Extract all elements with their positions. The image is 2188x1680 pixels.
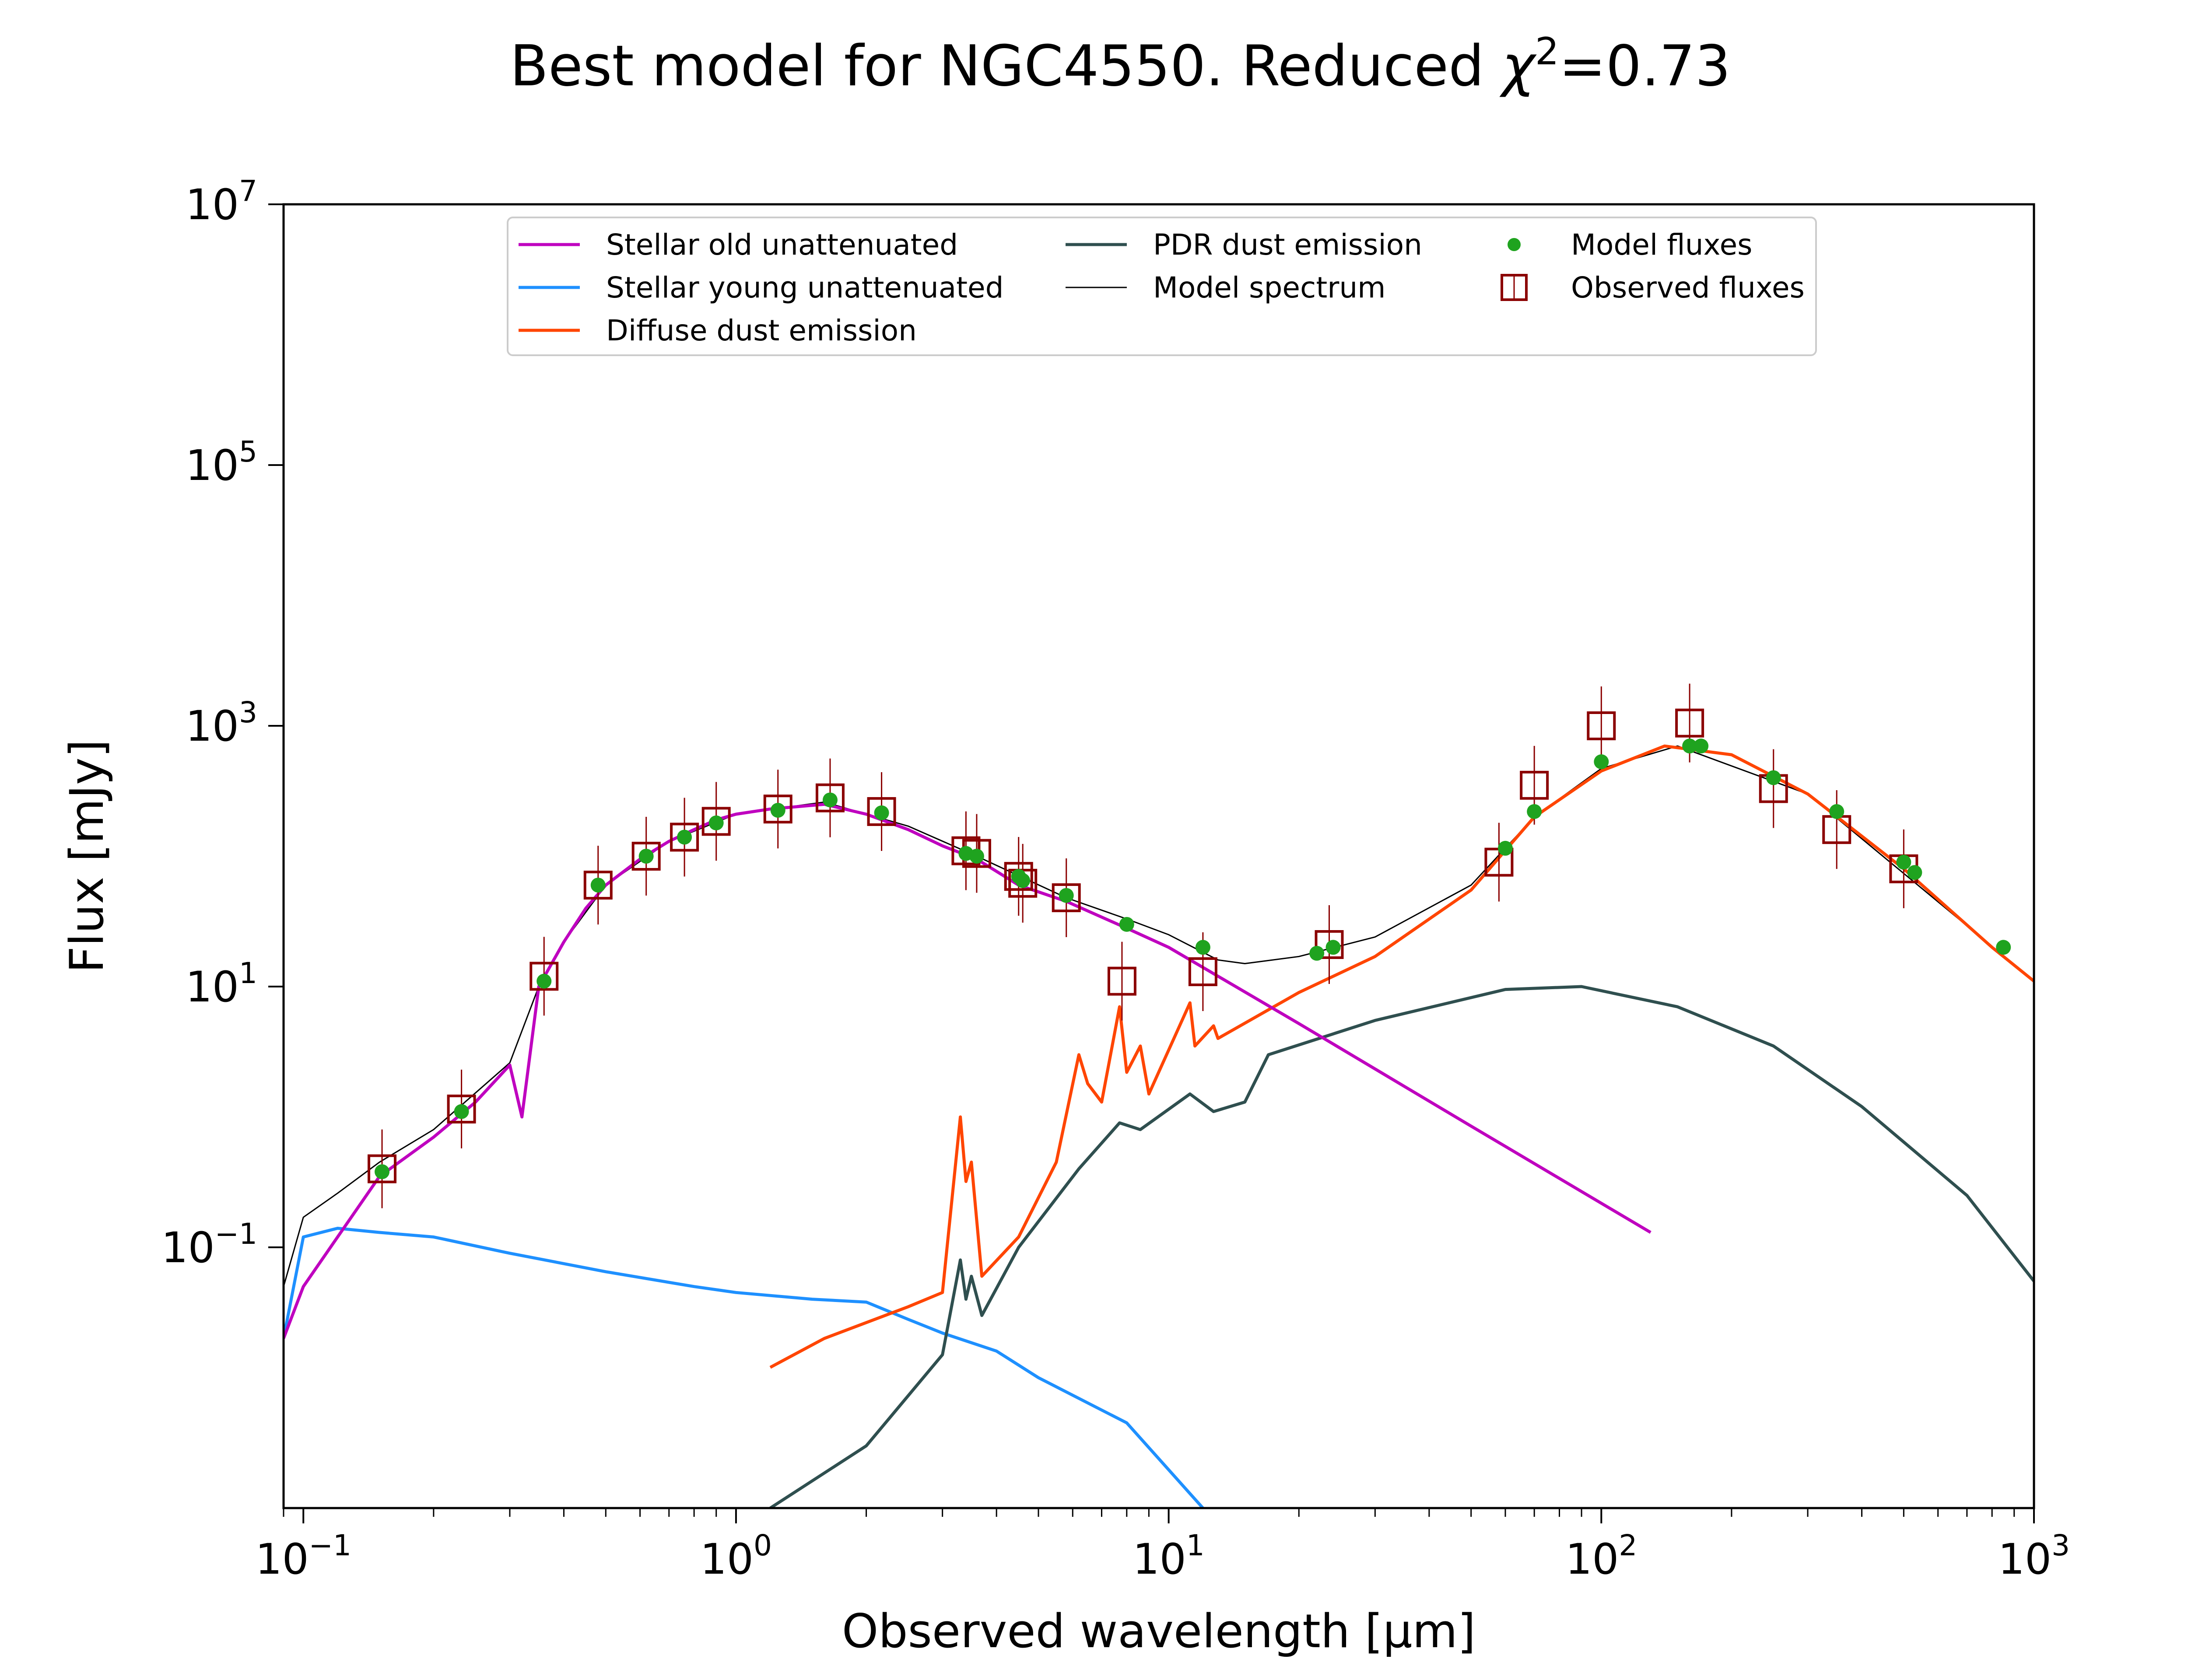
series-layer [284,683,2034,1508]
observed-flux-marker [1004,862,1033,891]
legend-entry-stellar-old-unattenuated: Stellar old unattenuated [519,228,958,262]
observed-flux-marker [867,797,896,826]
legend-swatch [1508,238,1521,251]
observed-flux-marker [1008,868,1038,898]
observed-flux-marker [631,842,661,871]
legend-entry-observed-fluxes: Observed fluxes [1501,271,1805,304]
model-flux-point [454,1104,469,1119]
legend-label: Stellar old unattenuated [606,228,958,262]
model-flux-point [708,815,724,830]
plot-frame [282,203,2035,1509]
model-flux-point [536,973,552,989]
model-flux-point [874,805,889,820]
observed-flux-marker [670,822,699,852]
model-flux-point [1015,873,1031,888]
model-flux-point [1907,865,1922,880]
y-axis-label: Flux [mJy] [60,739,114,973]
observed-flux-marker [583,871,613,900]
model-flux-point [1527,804,1542,819]
legend-entry-model-fluxes: Model fluxes [1508,228,1753,262]
observed-flux-marker [815,783,845,812]
x-tick-label: 10−1 [256,1529,351,1584]
model-flux-point [1594,754,1609,770]
legend-label: PDR dust emission [1153,228,1422,262]
x-tick-label: 103 [1998,1529,2070,1584]
legend-label: Observed fluxes [1571,271,1805,304]
model-flux-point [1694,738,1709,754]
model-flux-point [1996,940,2011,955]
legend-label: Stellar young unattenuated [606,271,1004,304]
legend-entry-model-spectrum: Model spectrum [1066,271,1385,304]
legend-entry-diffuse-dust-emission: Diffuse dust emission [519,314,917,347]
model-flux-point [638,849,654,864]
observed-flux-marker [1675,708,1704,738]
model-flux-point [1682,738,1697,754]
model-flux-point [375,1164,390,1180]
legend-label: Model spectrum [1153,271,1385,304]
legend-label: Diffuse dust emission [606,314,917,347]
chart-title: Best model for NGC4550. Reduced χ2=0.73 [510,30,1731,99]
model-flux-point [1829,804,1844,819]
observed-flux-marker [1107,966,1136,996]
model-flux-point [770,803,785,818]
model-flux-point [969,849,984,864]
legend-label: Model fluxes [1571,228,1753,262]
y-tick-label: 107 [186,174,257,229]
model-flux-point [1309,945,1325,961]
diffuse-dust-emission-line [769,744,2034,1369]
legend-box [507,217,1817,356]
ticks-layer: 10−1 100 101 102 103 10−1 101 103 105 107 [161,174,2070,1584]
observed-flux-marker [763,794,792,824]
legend: Stellar old unattenuated Stellar young un… [507,217,1817,356]
observed-flux-marker [1188,957,1217,987]
observed-flux-marker [1587,711,1616,740]
y-tick-label: 101 [186,956,257,1012]
model-flux-point [590,878,606,893]
model-flux-point [1119,917,1134,932]
x-tick-label: 102 [1565,1529,1637,1584]
observed-flux-marker [1520,770,1549,800]
pdr-dust-emission-line [769,985,2034,1508]
stellar-old-unattenuated-line [284,802,1652,1339]
observed-flux-marker [529,962,559,991]
x-axis-label: Observed wavelength [μm] [842,1604,1476,1658]
stellar-young-unattenuated-line [284,1227,1204,1508]
y-tick-label: 105 [186,435,257,490]
legend-entry-pdr-dust-emission: PDR dust emission [1066,228,1422,262]
plot-area [284,204,2034,1508]
model-flux-point [1497,840,1513,856]
model-flux-point [1195,940,1210,955]
observed-flux-marker [1315,930,1344,959]
model-flux-point [1059,888,1074,903]
model-flux-point [822,792,838,808]
model-flux-point [1325,940,1341,955]
model-flux-point [677,830,692,845]
y-tick-label: 10−1 [161,1217,257,1272]
model-flux-point [1896,854,1911,870]
legend-entry-stellar-young-unattenuated: Stellar young unattenuated [519,271,1004,304]
y-tick-label: 103 [186,696,257,751]
model-flux-point [1766,770,1781,785]
x-tick-label: 101 [1133,1529,1205,1584]
observed-flux-marker [1052,883,1081,912]
observed-flux-marker [447,1094,476,1124]
x-tick-label: 100 [700,1529,772,1584]
observed-flux-marker [368,1154,397,1183]
observed-flux-marker [701,807,731,836]
